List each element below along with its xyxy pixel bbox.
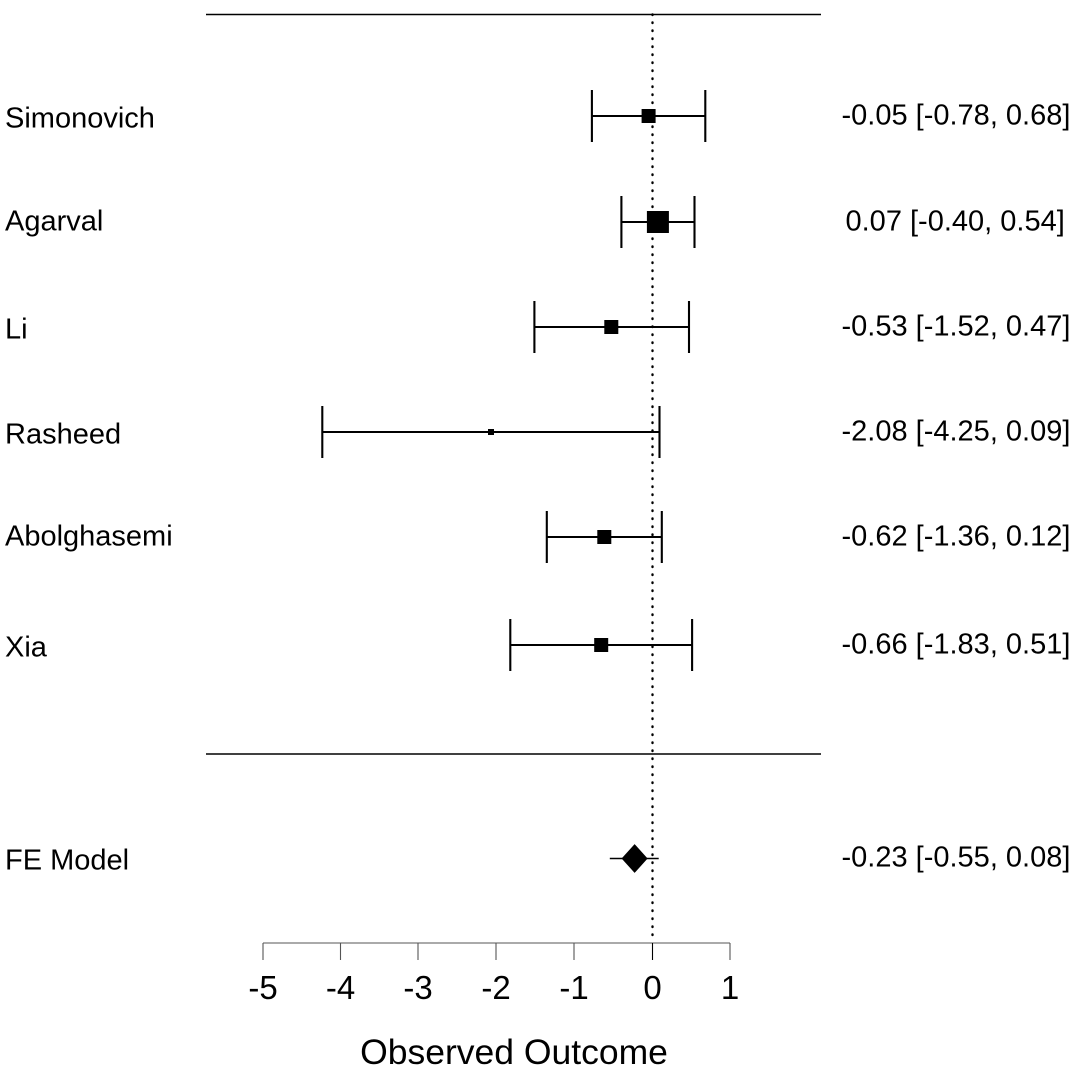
svg-text:FE Model: FE Model bbox=[5, 845, 129, 877]
svg-text:0: 0 bbox=[643, 969, 661, 1006]
svg-text:0.07 [-0.40, 0.54]: 0.07 [-0.40, 0.54] bbox=[846, 206, 1065, 238]
svg-text:-2.08 [-4.25, 0.09]: -2.08 [-4.25, 0.09] bbox=[842, 416, 1071, 448]
svg-text:-1: -1 bbox=[559, 969, 588, 1006]
svg-text:Observed Outcome: Observed Outcome bbox=[360, 1032, 668, 1072]
svg-text:-0.23 [-0.55, 0.08]: -0.23 [-0.55, 0.08] bbox=[842, 842, 1071, 874]
svg-text:-5: -5 bbox=[248, 969, 277, 1006]
svg-text:Simonovich: Simonovich bbox=[5, 103, 155, 135]
svg-text:-0.62 [-1.36, 0.12]: -0.62 [-1.36, 0.12] bbox=[842, 521, 1071, 553]
svg-text:1: 1 bbox=[721, 969, 739, 1006]
svg-text:Li: Li bbox=[5, 314, 28, 346]
svg-text:Agarval: Agarval bbox=[5, 206, 103, 238]
svg-text:Xia: Xia bbox=[5, 632, 48, 664]
svg-text:-0.05 [-0.78, 0.68]: -0.05 [-0.78, 0.68] bbox=[842, 100, 1071, 132]
svg-text:-2: -2 bbox=[481, 969, 510, 1006]
svg-text:-4: -4 bbox=[326, 969, 355, 1006]
svg-text:Rasheed: Rasheed bbox=[5, 419, 121, 451]
svg-text:-3: -3 bbox=[403, 969, 432, 1006]
svg-text:-0.66 [-1.83, 0.51]: -0.66 [-1.83, 0.51] bbox=[842, 629, 1071, 661]
svg-text:Abolghasemi: Abolghasemi bbox=[5, 521, 173, 553]
svg-text:-0.53 [-1.52, 0.47]: -0.53 [-1.52, 0.47] bbox=[842, 311, 1071, 343]
